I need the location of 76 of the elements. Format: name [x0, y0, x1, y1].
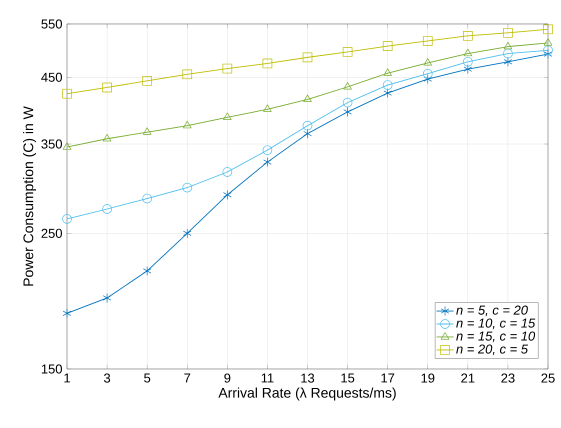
x-tick-label: 15 — [341, 374, 354, 383]
legend-label: n = 10, c = 15 — [456, 318, 536, 330]
point — [504, 42, 512, 50]
point — [102, 134, 112, 142]
point — [142, 194, 152, 204]
y-tick-label: 350 — [41, 139, 62, 149]
point — [422, 36, 433, 46]
point — [62, 214, 72, 224]
y-tick-label: 250 — [42, 228, 62, 238]
point — [182, 182, 192, 192]
point — [544, 38, 552, 46]
point — [342, 47, 352, 57]
point — [383, 68, 392, 76]
point — [303, 128, 312, 138]
point — [263, 104, 272, 112]
point — [504, 56, 512, 67]
y-axis-title: Power Consumption (C) in W — [23, 106, 36, 286]
x-tick-label: 11 — [262, 374, 274, 382]
y-tick-label: 550 — [41, 19, 62, 29]
x-tick-label: 7 — [184, 374, 190, 382]
point — [223, 112, 232, 120]
point — [503, 48, 513, 58]
point — [463, 56, 473, 67]
point — [182, 70, 192, 80]
point — [424, 74, 432, 84]
point — [303, 94, 312, 102]
point — [544, 49, 552, 59]
point — [102, 293, 112, 303]
point — [222, 167, 232, 177]
point — [424, 58, 432, 66]
point — [543, 46, 553, 56]
point — [343, 107, 352, 117]
point — [342, 98, 352, 108]
point — [183, 120, 192, 128]
point — [383, 88, 392, 98]
x-tick-label: 13 — [301, 373, 314, 383]
point — [142, 76, 152, 86]
x-tick-label: 21 — [461, 373, 474, 383]
x-tick-label: 23 — [501, 373, 515, 383]
point — [543, 24, 553, 34]
point — [62, 308, 72, 318]
legend-label: n = 5, c = 20 — [456, 306, 528, 316]
legend-label: n = 15, c = 10 — [456, 331, 536, 342]
point — [343, 82, 352, 90]
point — [464, 64, 472, 74]
point — [382, 80, 392, 90]
point — [464, 48, 472, 56]
point — [422, 68, 433, 79]
x-tick-label: 1 — [64, 374, 70, 382]
point — [223, 190, 232, 200]
point — [62, 88, 72, 99]
x-tick-label: 3 — [104, 373, 110, 383]
point — [302, 52, 312, 62]
point — [142, 266, 152, 276]
point — [62, 142, 72, 150]
legend-label: n = 20, c = 5 — [456, 344, 528, 356]
x-tick-label: 9 — [224, 373, 230, 383]
point — [183, 228, 192, 238]
point — [102, 204, 112, 214]
x-axis-title: Arrival Rate (λ Requests/ms) — [218, 388, 396, 401]
x-tick-label: 5 — [144, 374, 150, 383]
point — [102, 82, 112, 92]
point — [222, 64, 232, 74]
point — [263, 157, 272, 167]
x-tick-label: 25 — [541, 373, 555, 383]
x-tick-label: 19 — [422, 373, 434, 383]
point — [262, 58, 272, 68]
y-tick-label: 450 — [41, 72, 62, 82]
point — [503, 28, 513, 38]
y-tick-label: 150 — [42, 364, 62, 374]
point — [302, 120, 312, 131]
point — [382, 41, 392, 51]
point — [262, 145, 272, 155]
point — [463, 31, 473, 41]
point — [142, 127, 152, 135]
x-tick-label: 17 — [381, 374, 394, 382]
